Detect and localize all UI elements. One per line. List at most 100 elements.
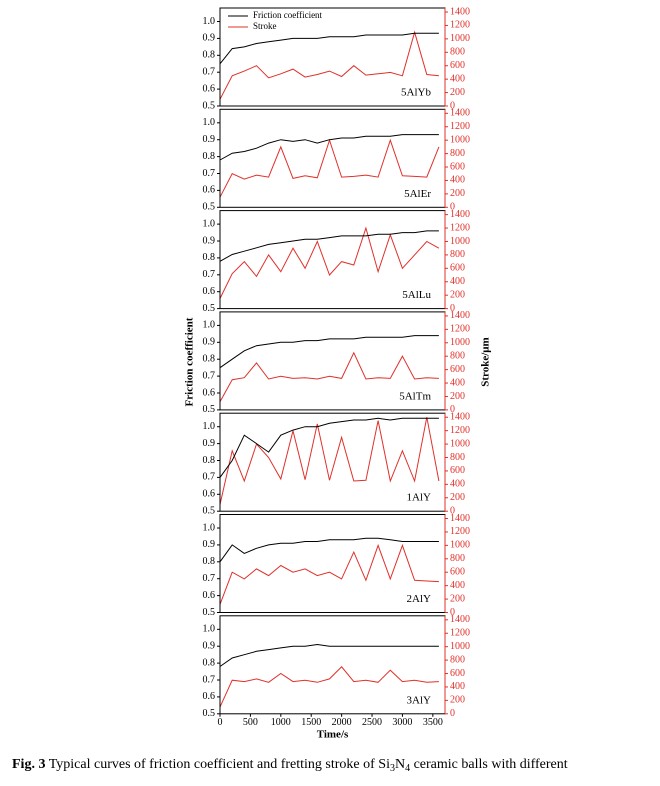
- y-tick-label: 0.8: [203, 556, 216, 567]
- y2-tick-label: 1400: [450, 108, 470, 119]
- data-line: [219, 230, 439, 262]
- data-line: [219, 134, 439, 161]
- caption-sub: 3: [390, 763, 395, 774]
- y2-tick-label: 0: [450, 303, 455, 314]
- y2-tick-label: 1200: [450, 222, 470, 233]
- panel-label: 2AlY: [407, 593, 432, 605]
- x-axis-title: Time/s: [317, 728, 349, 740]
- y2-tick-label: 600: [450, 263, 465, 274]
- y-tick-label: 0.5: [203, 303, 216, 314]
- panel-label: 1AlY: [407, 492, 432, 504]
- y-tick-label: 0.9: [203, 33, 216, 44]
- y-tick-label: 0.7: [203, 674, 216, 685]
- data-line: [219, 417, 439, 478]
- y2-tick-label: 400: [450, 479, 465, 490]
- y2-tick-label: 600: [450, 668, 465, 679]
- data-line: [219, 643, 439, 667]
- y2-tick-label: 800: [450, 249, 465, 260]
- y2-tick-label: 800: [450, 553, 465, 564]
- caption-sub: 4: [405, 763, 410, 774]
- y2-tick-label: 1000: [450, 438, 470, 449]
- data-line: [219, 543, 439, 605]
- y-tick-label: 0.9: [203, 235, 216, 246]
- y-tick-label: 0.6: [203, 489, 216, 500]
- y-tick-label: 1.0: [203, 117, 216, 128]
- y2-tick-label: 800: [450, 47, 465, 58]
- y2-tick-label: 1000: [450, 134, 470, 145]
- y-tick-label: 0.6: [203, 691, 216, 702]
- y2-tick-label: 600: [450, 60, 465, 71]
- y-tick-label: 0.8: [203, 657, 216, 668]
- legend-label: Stroke: [253, 21, 277, 31]
- y-tick-label: 0.7: [203, 269, 216, 280]
- caption-text: N: [395, 757, 405, 772]
- y2-tick-label: 1400: [450, 209, 470, 220]
- y2-tick-label: 600: [450, 364, 465, 375]
- y-tick-label: 0.9: [203, 641, 216, 652]
- x-tick-label: 1000: [271, 717, 291, 728]
- y2-tick-label: 600: [450, 161, 465, 172]
- x-tick-label: 3000: [392, 717, 412, 728]
- y-tick-label: 0.9: [203, 438, 216, 449]
- y2-tick-label: 0: [450, 100, 455, 111]
- y2-tick-label: 1200: [450, 628, 470, 639]
- y2-tick-label: 200: [450, 391, 465, 402]
- y-tick-label: 0.5: [203, 505, 216, 516]
- y2-tick-label: 1200: [450, 526, 470, 537]
- y-tick-label: 0.6: [203, 387, 216, 398]
- y-tick-label: 0.7: [203, 573, 216, 584]
- legend-label: Friction coefficient: [253, 10, 323, 20]
- y-tick-label: 0.5: [203, 202, 216, 213]
- y-tick-label: 0.8: [203, 354, 216, 365]
- y2-tick-label: 800: [450, 452, 465, 463]
- y2-tick-label: 0: [450, 708, 455, 719]
- y-tick-label: 0.5: [203, 100, 216, 111]
- y-tick-label: 1.0: [203, 218, 216, 229]
- y-tick-label: 0.6: [203, 185, 216, 196]
- y-tick-label: 0.8: [203, 252, 216, 263]
- y-tick-label: 0.7: [203, 472, 216, 483]
- data-line: [219, 32, 439, 65]
- y2-tick-label: 0: [450, 607, 455, 618]
- y2-tick-label: 1000: [450, 33, 470, 44]
- y-tick-label: 1.0: [203, 16, 216, 27]
- data-line: [219, 537, 439, 563]
- y2-tick-label: 1000: [450, 641, 470, 652]
- caption-label: Fig. 3: [12, 757, 45, 772]
- y-tick-label: 0.7: [203, 370, 216, 381]
- y2-tick-label: 1400: [450, 412, 470, 423]
- y-tick-label: 0.8: [203, 151, 216, 162]
- y2-tick-label: 1000: [450, 540, 470, 551]
- x-tick-label: 2000: [332, 717, 352, 728]
- data-line: [219, 30, 439, 100]
- y-tick-label: 0.9: [203, 134, 216, 145]
- y2-tick-label: 1200: [450, 324, 470, 335]
- y2-tick-label: 400: [450, 175, 465, 186]
- panel-label: 5AlYb: [401, 87, 431, 99]
- y2-tick-label: 1000: [450, 236, 470, 247]
- y2-tick-label: 400: [450, 276, 465, 287]
- data-line: [219, 666, 439, 708]
- y2-tick-label: 0: [450, 404, 455, 415]
- y2-tick-label: 800: [450, 148, 465, 159]
- panel-label: 5AlLu: [402, 289, 431, 301]
- y-tick-label: 0.7: [203, 168, 216, 179]
- y-tick-label: 0.8: [203, 50, 216, 61]
- y-tick-label: 0.5: [203, 607, 216, 618]
- y2-tick-label: 1400: [450, 6, 470, 17]
- y2-tick-label: 600: [450, 465, 465, 476]
- y2-tick-label: 200: [450, 593, 465, 604]
- caption-text: ceramic balls with different: [410, 757, 568, 772]
- y-tick-label: 1.0: [203, 624, 216, 635]
- y2-tick-label: 1400: [450, 513, 470, 524]
- y2-tick-label: 0: [450, 202, 455, 213]
- y-tick-label: 0.7: [203, 67, 216, 78]
- y2-tick-label: 1200: [450, 20, 470, 31]
- y-tick-label: 0.8: [203, 455, 216, 466]
- x-tick-label: 2500: [362, 717, 382, 728]
- y2-tick-label: 1400: [450, 614, 470, 625]
- y-tick-label: 1.0: [203, 320, 216, 331]
- y2-tick-label: 1200: [450, 121, 470, 132]
- y2-tick-label: 0: [450, 505, 455, 516]
